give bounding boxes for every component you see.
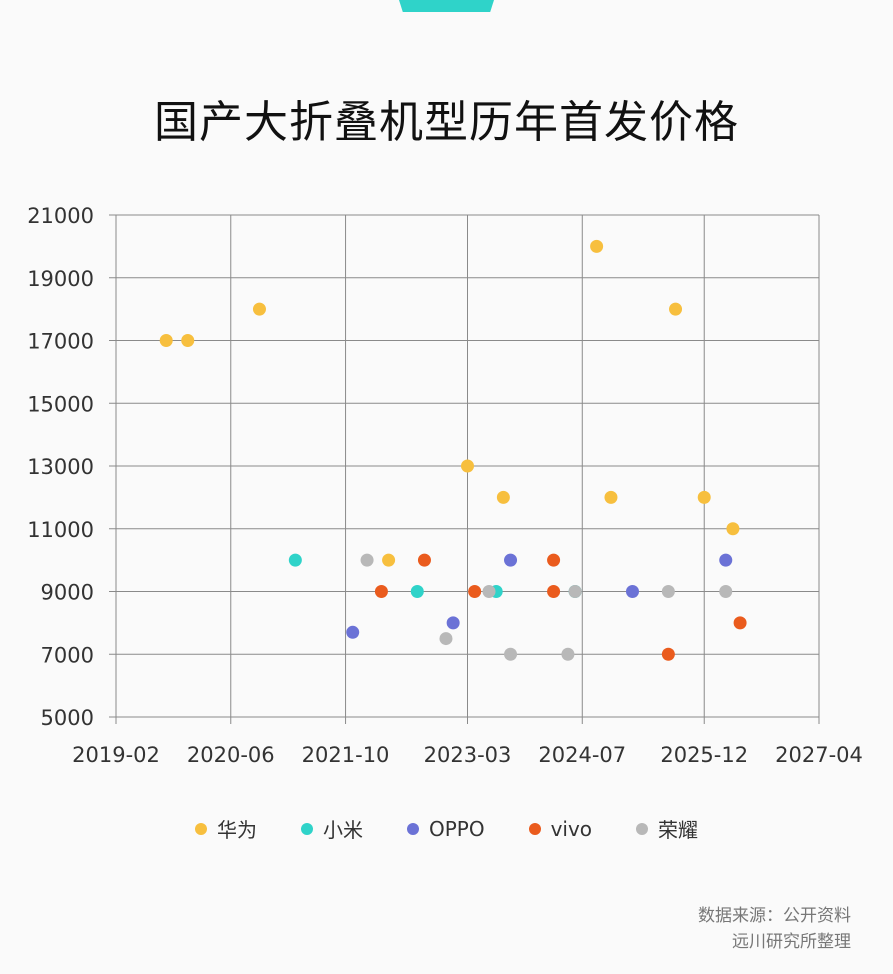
point-series-0 xyxy=(382,553,396,567)
point-series-0 xyxy=(697,490,711,504)
y-tick-label: 7000 xyxy=(41,643,94,667)
point-series-4 xyxy=(719,585,733,598)
legend-item: OPPO xyxy=(406,814,485,843)
point-series-2 xyxy=(504,553,518,567)
point-series-0 xyxy=(726,522,740,536)
chart-legend: 华为 小米 OPPO vivo 荣耀 xyxy=(0,814,893,843)
chart-title: 国产大折叠机型历年首发价格 xyxy=(154,97,739,148)
point-series-1 xyxy=(410,585,424,598)
source-note: 数据来源：公开资料 远川研究所整理 xyxy=(698,903,851,955)
point-series-0 xyxy=(181,334,195,347)
y-tick-label: 21000 xyxy=(27,204,94,228)
point-series-1 xyxy=(288,553,302,567)
point-series-2 xyxy=(346,625,360,639)
y-axis-ticks: 5000 7000 9000 11000 13000 15000 17000 19000 210… xyxy=(27,204,94,730)
x-tick-label: 2024-07 xyxy=(538,743,626,767)
point-series-3 xyxy=(661,647,675,661)
chart-grid xyxy=(109,214,820,724)
x-axis-ticks: 2019-02 2020-06 2021-10 2023-03 2024-07 2025-… xyxy=(72,743,863,767)
legend-marker xyxy=(528,822,541,835)
chart-points xyxy=(159,239,747,661)
y-tick-label: 5000 xyxy=(41,706,94,730)
point-series-0 xyxy=(669,302,683,316)
legend-item: vivo xyxy=(528,814,593,843)
point-series-4 xyxy=(439,632,453,646)
legend-label: vivo xyxy=(550,816,593,841)
legend-item: 华为 xyxy=(194,814,257,843)
source-line-2: 远川研究所整理 xyxy=(732,932,851,952)
y-tick-label: 17000 xyxy=(27,330,94,354)
legend-label: 小米 xyxy=(322,818,363,842)
source-line-1: 数据来源：公开资料 xyxy=(698,906,851,926)
legend-marker xyxy=(636,822,649,835)
legend-label: 华为 xyxy=(216,818,257,842)
y-tick-label: 13000 xyxy=(27,455,94,479)
legend-item: 荣耀 xyxy=(636,814,698,843)
legend-label: OPPO xyxy=(428,816,485,841)
legend-marker xyxy=(194,822,207,835)
point-series-3 xyxy=(547,585,561,598)
x-tick-label: 2025-12 xyxy=(660,743,748,767)
point-series-4 xyxy=(661,585,675,598)
y-tick-label: 9000 xyxy=(41,581,94,605)
point-series-3 xyxy=(547,553,561,567)
point-series-0 xyxy=(496,490,510,504)
point-series-0 xyxy=(159,334,173,347)
point-series-4 xyxy=(504,647,518,661)
x-tick-label: 2020-06 xyxy=(187,743,275,767)
legend-item: 小米 xyxy=(300,814,363,843)
y-tick-label: 11000 xyxy=(27,518,94,542)
legend-marker xyxy=(406,822,419,835)
point-series-4 xyxy=(482,585,496,598)
y-tick-label: 15000 xyxy=(27,392,94,416)
point-series-0 xyxy=(461,459,474,473)
x-tick-label: 2019-02 xyxy=(72,743,160,767)
point-series-4 xyxy=(561,647,575,661)
point-series-0 xyxy=(590,239,604,253)
point-series-3 xyxy=(374,585,388,598)
point-series-3 xyxy=(733,616,747,630)
legend-marker xyxy=(300,822,313,835)
x-tick-label: 2023-03 xyxy=(424,743,512,767)
y-tick-label: 19000 xyxy=(27,267,94,291)
x-tick-label: 2021-10 xyxy=(302,743,390,767)
point-series-0 xyxy=(604,490,618,504)
legend-label: 荣耀 xyxy=(658,818,699,842)
point-series-3 xyxy=(468,585,482,598)
point-series-2 xyxy=(719,553,733,567)
point-series-0 xyxy=(252,302,266,316)
top-accent-tab xyxy=(399,0,494,12)
point-series-2 xyxy=(446,616,460,630)
x-tick-label: 2027-04 xyxy=(775,743,863,767)
point-series-3 xyxy=(417,553,431,567)
point-series-4 xyxy=(568,585,582,598)
point-series-2 xyxy=(625,585,639,598)
point-series-4 xyxy=(360,553,374,567)
